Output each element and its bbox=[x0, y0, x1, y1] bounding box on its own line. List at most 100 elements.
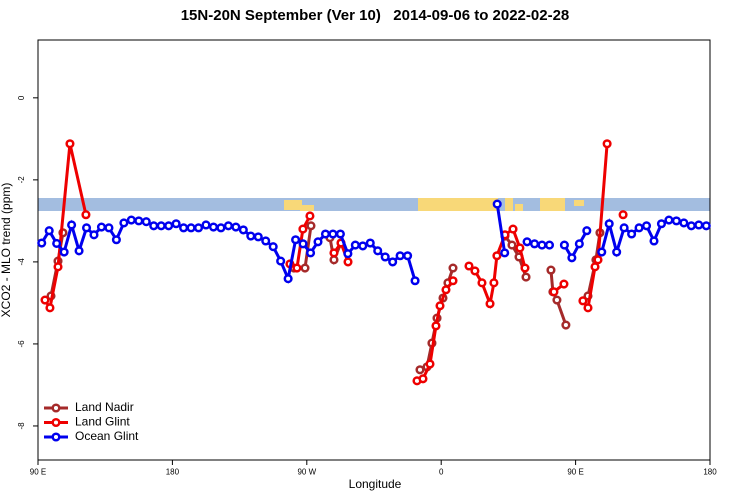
data-point bbox=[441, 285, 451, 295]
data-point bbox=[489, 278, 499, 288]
data-point bbox=[306, 221, 316, 231]
data-point bbox=[485, 299, 495, 309]
data-point bbox=[477, 278, 487, 288]
series bbox=[37, 199, 711, 286]
data-point bbox=[559, 279, 569, 289]
data-point bbox=[81, 223, 92, 233]
data-point bbox=[561, 320, 571, 330]
data-point bbox=[627, 229, 637, 239]
legend-marker bbox=[51, 417, 61, 428]
data-point bbox=[537, 240, 547, 250]
data-point bbox=[403, 251, 413, 261]
data-point bbox=[193, 223, 204, 233]
data-point bbox=[291, 235, 301, 245]
data-point bbox=[549, 287, 559, 297]
data-point bbox=[238, 225, 248, 235]
data-point bbox=[431, 321, 441, 331]
y-tick-label: -2 bbox=[17, 176, 26, 184]
data-point bbox=[335, 229, 345, 239]
legend-marker bbox=[51, 432, 61, 442]
data-point bbox=[470, 266, 480, 276]
data-point bbox=[679, 218, 689, 228]
data-point bbox=[44, 226, 54, 236]
data-point bbox=[313, 237, 323, 247]
data-point bbox=[567, 253, 577, 263]
data-point bbox=[350, 240, 360, 250]
land-patch bbox=[284, 200, 302, 210]
legend-marker bbox=[51, 403, 61, 413]
data-point bbox=[298, 224, 308, 234]
data-point bbox=[149, 221, 159, 231]
data-point bbox=[74, 246, 84, 256]
land-patch bbox=[505, 198, 513, 211]
plot-frame bbox=[37, 39, 711, 461]
data-point bbox=[141, 217, 151, 227]
data-point bbox=[656, 219, 667, 229]
data-point bbox=[216, 223, 226, 233]
x-tick-label: 0 bbox=[439, 468, 444, 477]
data-point bbox=[52, 238, 62, 248]
data-point bbox=[552, 295, 562, 305]
data-point bbox=[602, 139, 612, 149]
data-point bbox=[597, 247, 607, 257]
x-tick-label: 90 E bbox=[567, 468, 583, 477]
data-point bbox=[53, 262, 63, 272]
data-point bbox=[529, 239, 540, 249]
series bbox=[42, 140, 627, 384]
data-point bbox=[81, 210, 91, 220]
data-point bbox=[89, 230, 99, 240]
data-point bbox=[641, 221, 652, 231]
data-point bbox=[156, 221, 166, 231]
data-point bbox=[164, 221, 174, 231]
land-patch bbox=[300, 205, 314, 211]
land-patch bbox=[574, 200, 584, 206]
data-point bbox=[343, 257, 353, 267]
data-point bbox=[59, 247, 69, 257]
data-point bbox=[612, 247, 622, 257]
data-point bbox=[508, 224, 518, 234]
data-point bbox=[208, 222, 219, 232]
y-axis-label: XCO2 - MLO trend (ppm) bbox=[0, 183, 13, 318]
data-point bbox=[283, 274, 293, 284]
data-point bbox=[329, 248, 339, 258]
data-point bbox=[418, 374, 428, 384]
data-point bbox=[373, 246, 383, 256]
data-point bbox=[618, 210, 628, 220]
data-point bbox=[578, 296, 588, 306]
data-point bbox=[40, 295, 50, 305]
data-point bbox=[574, 239, 584, 249]
data-point bbox=[664, 215, 674, 225]
x-tick-label: 180 bbox=[166, 468, 180, 477]
data-point bbox=[520, 263, 530, 273]
data-point bbox=[701, 221, 711, 231]
y-tick-label: -8 bbox=[17, 422, 26, 430]
data-point bbox=[590, 262, 600, 272]
y-tick-label: 0 bbox=[17, 95, 26, 100]
data-point bbox=[448, 276, 458, 286]
ocean-strip bbox=[38, 198, 710, 211]
data-point bbox=[119, 218, 129, 228]
data-point bbox=[365, 238, 375, 248]
data-point bbox=[671, 216, 681, 226]
data-point bbox=[111, 235, 121, 245]
data-point bbox=[435, 301, 445, 311]
data-point bbox=[593, 255, 603, 265]
data-point bbox=[492, 251, 502, 261]
y-tick-label: -6 bbox=[17, 340, 26, 348]
data-point bbox=[37, 238, 47, 248]
data-point bbox=[583, 303, 593, 313]
data-point bbox=[559, 240, 569, 250]
data-point bbox=[300, 263, 310, 273]
data-point bbox=[500, 248, 510, 258]
data-point bbox=[246, 231, 256, 241]
x-axis-label: Longitude bbox=[349, 477, 402, 491]
data-point bbox=[253, 232, 263, 242]
data-point bbox=[186, 223, 196, 233]
data-point bbox=[261, 236, 271, 246]
data-point bbox=[521, 272, 531, 282]
data-point bbox=[448, 263, 458, 273]
land-patch bbox=[418, 198, 498, 211]
legend-label: Land Nadir bbox=[75, 400, 134, 414]
chart-title: 15N-20N September (Ver 10) 2014-09-06 to… bbox=[181, 7, 570, 24]
